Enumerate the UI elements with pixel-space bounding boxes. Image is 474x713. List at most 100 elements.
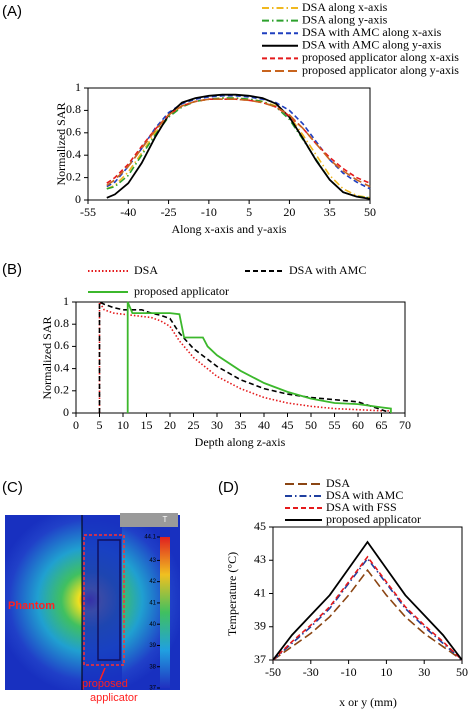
legend-label: DSA with AMC along x-axis [302, 25, 442, 39]
y-tick-label: 0.8 [66, 102, 81, 116]
y-tick-label: 0.4 [54, 360, 69, 374]
legend-label: DSA along y-axis [302, 12, 388, 26]
plot-frame [87, 87, 371, 201]
y-tick-label: 43 [254, 552, 266, 566]
x-tick-label: 0 [73, 418, 79, 432]
x-tick-label: -55 [80, 205, 96, 219]
panel-label: (A) [2, 3, 22, 20]
x-tick-label: 45 [282, 418, 294, 432]
legend-label: DSA with FSS [326, 500, 397, 514]
x-tick-label: 40 [258, 418, 270, 432]
x-tick-label: -10 [341, 665, 357, 679]
x-axis-label: x or y (mm) [339, 695, 397, 709]
series-line [272, 555, 463, 661]
annotation-arrow [99, 667, 106, 681]
x-tick-label: 35 [235, 418, 247, 432]
x-tick-label: 5 [97, 418, 103, 432]
series-line [272, 540, 463, 661]
series-line [272, 557, 463, 661]
series-line [98, 299, 391, 413]
y-tick-label: 1 [63, 294, 69, 308]
x-tick-label: 20 [283, 205, 295, 219]
colorbar-tick-label: 43 [149, 558, 156, 564]
annotation: Phantom [8, 600, 55, 612]
y-tick-label: 39 [254, 619, 266, 633]
x-tick-label: 35 [324, 205, 336, 219]
y-tick-label: 45 [254, 519, 266, 533]
legend-label: proposed applicator [134, 284, 229, 298]
legend-label: DSA with AMC [289, 263, 366, 277]
y-axis-label: Temperature (°C) [225, 552, 239, 636]
y-tick-label: 0 [63, 405, 69, 419]
x-tick-label: 30 [418, 665, 430, 679]
panel-label: (B) [2, 261, 22, 278]
x-tick-label: -30 [303, 665, 319, 679]
series-line [106, 98, 371, 188]
legend-label: proposed applicator along x-axis [302, 50, 459, 64]
x-tick-label: -40 [120, 205, 136, 219]
x-tick-label: -25 [161, 205, 177, 219]
legend-label: DSA [326, 476, 350, 490]
y-tick-label: 0.6 [66, 125, 81, 139]
y-tick-label: 41 [254, 585, 266, 599]
series-line [106, 97, 371, 199]
x-axis-label: Along x-axis and y-axis [172, 222, 287, 236]
y-axis-label: Normalized SAR [54, 103, 68, 186]
y-tick-label: 0 [75, 192, 81, 206]
y-tick-label: 0.4 [66, 147, 81, 161]
y-tick-label: 1 [75, 80, 81, 94]
x-tick-label: 5 [246, 205, 252, 219]
x-tick-label: 65 [376, 418, 388, 432]
panel-label: (C) [2, 479, 23, 496]
y-axis-label: Normalized SAR [40, 317, 54, 400]
colorbar-tick-label: 40 [149, 622, 156, 628]
y-tick-label: 37 [254, 652, 266, 666]
y-tick-label: 0.6 [54, 338, 69, 352]
panel-c-image [5, 513, 180, 690]
applicator-body [97, 539, 121, 661]
x-tick-label: 10 [380, 665, 392, 679]
legend-label: DSA with AMC [326, 488, 403, 502]
colorbar-tick-label: 37 [149, 686, 156, 692]
annotation: applicator [90, 692, 138, 704]
x-tick-label: 55 [329, 418, 341, 432]
x-tick-label: 30 [211, 418, 223, 432]
x-tick-label: 20 [164, 418, 176, 432]
colorbar-tick-label: 39 [149, 643, 156, 649]
legend-label: proposed applicator [326, 512, 421, 526]
panel-label: (D) [218, 479, 239, 496]
x-tick-label: 50 [364, 205, 376, 219]
x-axis-label: Depth along z-axis [195, 435, 286, 449]
x-tick-label: 25 [188, 418, 200, 432]
colorbar-tick-label: 44.1 [144, 535, 156, 541]
applicator-region [82, 515, 122, 690]
plot-frame [75, 301, 406, 414]
x-tick-label: 50 [456, 665, 468, 679]
x-tick-label: -10 [201, 205, 217, 219]
series-line [106, 93, 371, 200]
colorbar [160, 537, 170, 688]
x-tick-label: 50 [305, 418, 317, 432]
y-tick-label: 0.2 [66, 169, 81, 183]
applicator-outline [83, 534, 125, 666]
series-line [106, 97, 371, 199]
series-line [126, 301, 392, 413]
legend-label: DSA with AMC along y-axis [302, 38, 442, 52]
x-tick-label: 70 [399, 418, 411, 432]
y-tick-label: 0.8 [54, 316, 69, 330]
legend-label: DSA along x-axis [302, 0, 388, 14]
colorbar-tick-label: 41 [149, 601, 156, 607]
colorbar-tick-label: 42 [149, 579, 156, 585]
colorbar-header [120, 513, 178, 527]
legend-label: proposed applicator along y-axis [302, 63, 459, 77]
x-tick-label: 10 [117, 418, 129, 432]
series-line [98, 300, 392, 414]
legend-label: DSA [134, 263, 158, 277]
colorbar-title: T [163, 515, 168, 524]
y-tick-label: 0.2 [54, 383, 69, 397]
x-tick-label: 60 [352, 418, 364, 432]
annotation: proposed [82, 678, 128, 690]
x-tick-label: -50 [265, 665, 281, 679]
colorbar-tick-label: 38 [149, 664, 156, 670]
